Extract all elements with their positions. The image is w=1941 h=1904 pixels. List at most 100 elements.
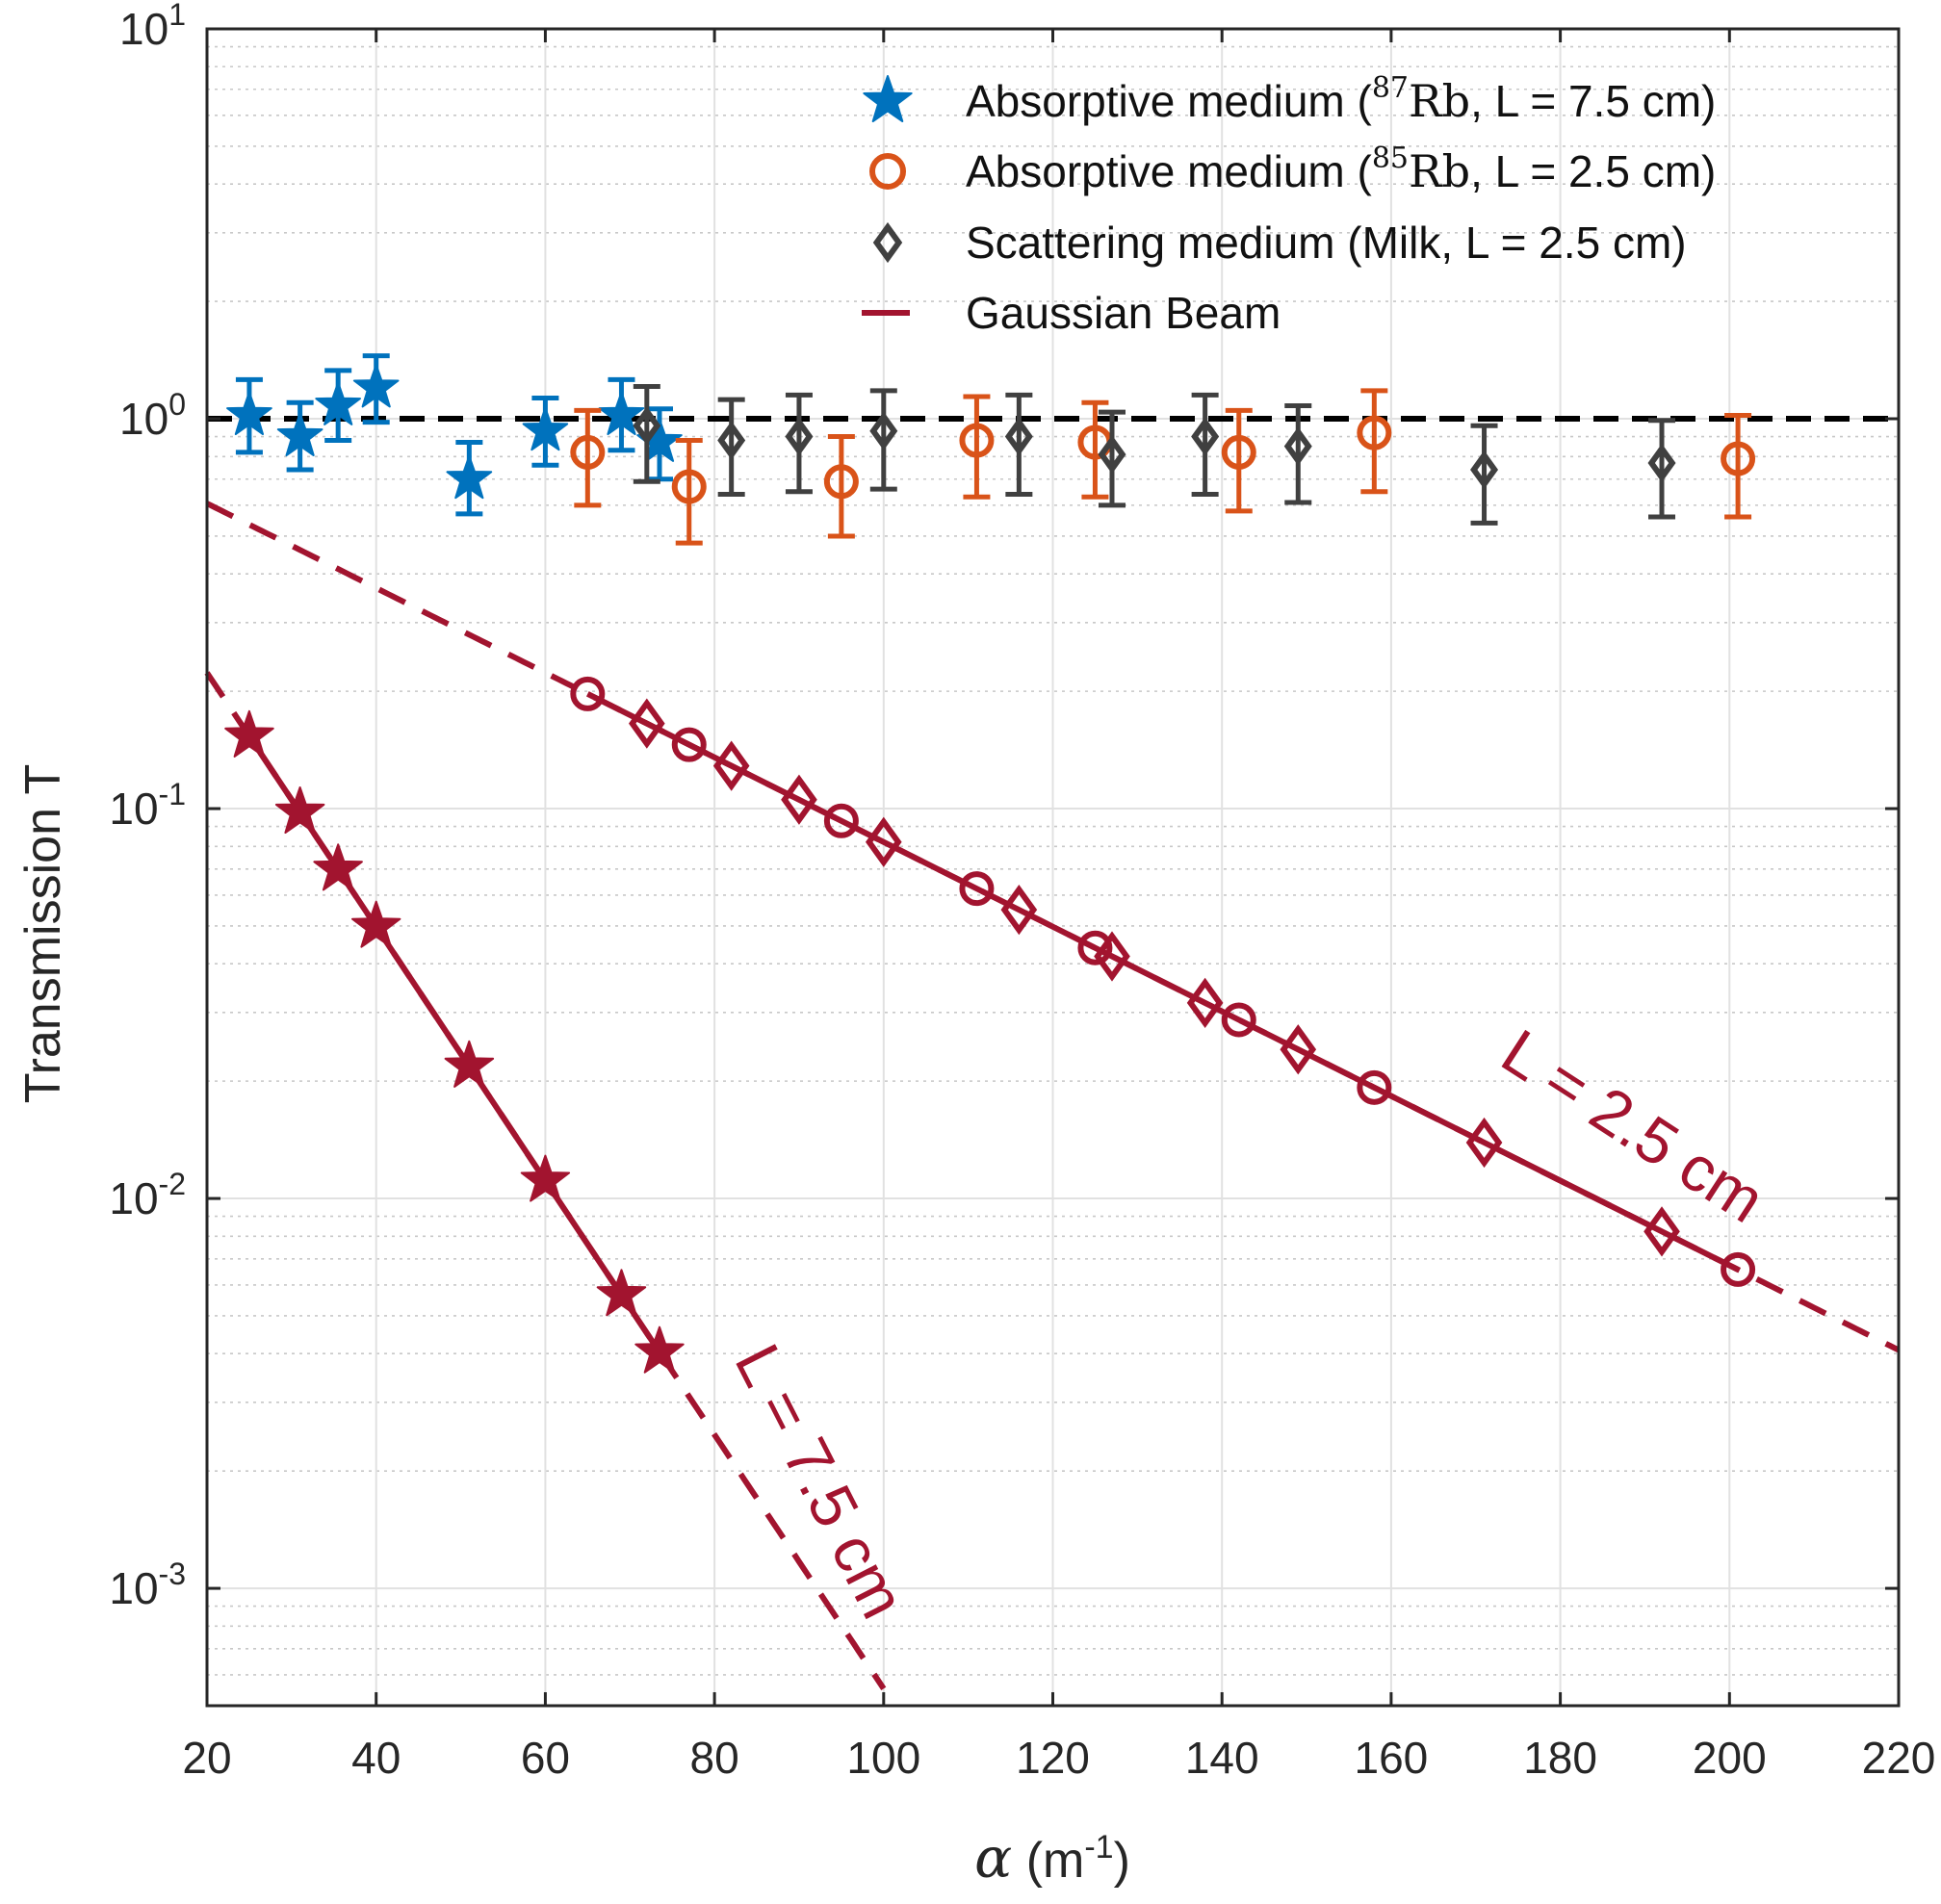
marker-star <box>315 381 361 425</box>
legend-marker-star <box>863 75 913 122</box>
y-axis-label: Transmission T <box>15 764 71 1104</box>
y-tick-label: 10-3 <box>109 1557 186 1613</box>
curve-marker-diamond <box>781 774 817 825</box>
data-point-diamond <box>1647 418 1676 520</box>
marker-circle <box>1221 434 1256 470</box>
data-point-circle <box>1221 407 1256 514</box>
gaussian-curve-L7p5 <box>204 671 887 1690</box>
curve-marker-circle <box>671 727 707 762</box>
legend-marker-circle <box>869 153 906 190</box>
legend: Absorptive medium (87Rb, L = 7.5 cm) Abso… <box>862 71 1716 338</box>
marker-circle <box>1357 415 1392 450</box>
marker-star <box>352 363 400 408</box>
gaussian-curve-dashed <box>205 501 1901 1353</box>
marker-circle <box>570 434 606 470</box>
curve-marker-star <box>520 1154 571 1202</box>
x-tick-label: 200 <box>1693 1733 1767 1783</box>
y-tick-label: 10-2 <box>109 1167 186 1223</box>
curve-marker-circle <box>823 803 859 838</box>
y-tick-label: 10-1 <box>109 777 186 834</box>
data-point-circle <box>570 407 606 508</box>
x-tick-label: 120 <box>1016 1733 1090 1783</box>
data-point-circle <box>1721 413 1756 520</box>
marker-star <box>276 412 324 456</box>
legend-marker-diamond <box>872 221 903 264</box>
axes-frame <box>205 27 1901 1708</box>
data-point-circle <box>823 434 859 539</box>
curve-marker-star <box>313 843 363 891</box>
series-star <box>226 353 683 517</box>
gaussian-curve-solid <box>246 734 662 1354</box>
annotation-L2p5: L = 2.5 cm <box>1489 1016 1776 1237</box>
x-axis-label: α (m-1) <box>974 1825 1130 1891</box>
x-tick-label: 160 <box>1355 1733 1429 1783</box>
curve-marker-diamond <box>1000 884 1038 936</box>
y-tick-label: 100 <box>119 387 186 444</box>
x-tick-label: 220 <box>1862 1733 1936 1783</box>
series-diamond <box>633 383 1676 526</box>
data-point-diamond <box>1098 409 1126 508</box>
data-point-diamond <box>1283 402 1312 505</box>
x-tick-label: 100 <box>846 1733 920 1783</box>
data-point-star <box>352 353 400 425</box>
curve-marker-diamond <box>865 816 902 867</box>
data-point-diamond <box>717 397 746 498</box>
curve-marker-star <box>351 900 401 948</box>
data-point-diamond <box>1470 423 1499 526</box>
gaussian-curve-solid <box>585 691 1740 1273</box>
curve-marker-circle <box>570 676 606 711</box>
marker-diamond <box>1191 417 1220 456</box>
curve-marker-star <box>444 1040 495 1088</box>
marker-circle <box>823 464 859 500</box>
data-point-diamond <box>633 383 661 484</box>
x-tick-label: 60 <box>521 1733 570 1783</box>
marker-star <box>446 454 493 500</box>
marker-diamond <box>785 417 814 456</box>
data-points-layer <box>226 353 1756 546</box>
data-point-diamond <box>869 388 898 492</box>
series-circle <box>570 388 1756 546</box>
data-point-star <box>226 376 272 455</box>
data-point-diamond <box>785 392 814 495</box>
legend-label: Gaussian Beam <box>966 288 1281 338</box>
data-point-circle <box>1357 388 1392 495</box>
marker-star <box>522 406 569 451</box>
legend-item-circle: Absorptive medium (85Rb, L = 2.5 cm) <box>869 142 1716 197</box>
data-point-star <box>276 399 324 473</box>
gaussian-curves-layer <box>204 501 1901 1690</box>
marker-diamond <box>1647 443 1676 483</box>
y-tick-label: 101 <box>119 0 186 54</box>
curve-marker-star <box>634 1325 685 1374</box>
marker-diamond <box>1470 450 1499 490</box>
curve-marker-circle <box>1721 1251 1756 1287</box>
data-point-star <box>446 440 493 517</box>
curve-marker-circle <box>1221 1002 1256 1038</box>
marker-circle <box>959 423 995 458</box>
marker-diamond <box>1283 426 1312 466</box>
data-point-circle <box>959 394 995 500</box>
data-point-star <box>598 376 645 453</box>
marker-diamond <box>1098 434 1126 475</box>
tick-labels: 20 40 60 80 100 120 140 160 180 200 220 101 100 10-1 1… <box>109 0 1935 1891</box>
curve-marker-diamond <box>629 698 665 749</box>
data-point-diamond <box>1004 392 1033 498</box>
curve-marker-star <box>224 709 274 758</box>
marker-diamond <box>869 411 898 450</box>
curve-annotations: L = 2.5 cm L = 7.5 cm <box>722 1016 1777 1630</box>
x-tick-label: 80 <box>690 1733 739 1783</box>
marker-star <box>226 391 272 435</box>
marker-circle <box>671 469 707 504</box>
annotation-L7p5: L = 7.5 cm <box>722 1333 920 1630</box>
curve-marker-diamond <box>1094 931 1130 982</box>
data-point-star <box>315 368 361 444</box>
legend-item-line: Gaussian Beam <box>862 288 1281 338</box>
gaussian-curve-L2p5 <box>205 501 1901 1353</box>
curve-marker-circle <box>1077 930 1113 965</box>
data-point-star <box>522 396 569 468</box>
curve-marker-diamond <box>1280 1024 1317 1075</box>
marker-diamond <box>717 421 746 460</box>
x-tick-label: 140 <box>1185 1733 1259 1783</box>
marker-circle <box>1721 441 1756 476</box>
legend-label: Absorptive medium (87Rb, L = 7.5 cm) <box>966 71 1716 127</box>
